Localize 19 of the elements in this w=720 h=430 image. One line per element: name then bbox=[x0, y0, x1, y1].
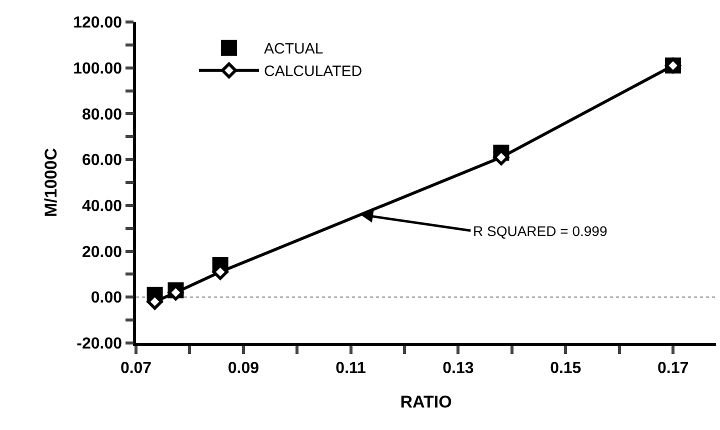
x-tick-label: 0.11 bbox=[336, 360, 366, 377]
y-axis-title: M/1000C bbox=[42, 148, 61, 217]
y-tick-label: 0.00 bbox=[90, 290, 122, 307]
y-tick-label: 80.00 bbox=[82, 106, 122, 124]
legend-label: ACTUAL bbox=[264, 40, 324, 58]
x-axis-title: RATIO bbox=[400, 392, 452, 412]
y-tick-label: 100.00 bbox=[73, 60, 122, 78]
x-tick-label: 0.15 bbox=[550, 360, 582, 377]
y-tick-label: 60.00 bbox=[82, 152, 122, 170]
x-tick-label: 0.09 bbox=[228, 360, 260, 377]
y-tick-label: 20.00 bbox=[82, 244, 122, 261]
y-tick-label: 120.00 bbox=[73, 14, 122, 32]
y-tick-label: 40.00 bbox=[82, 198, 122, 216]
x-tick-label: 0.17 bbox=[657, 360, 689, 377]
y-tick-label: -20.00 bbox=[76, 336, 122, 353]
annotation: R SQUARED = 0.999 bbox=[473, 223, 608, 239]
x-tick-label: 0.13 bbox=[442, 360, 474, 377]
legend-label: CALCULATED bbox=[264, 63, 362, 80]
x-tick-label: 0.07 bbox=[120, 360, 152, 377]
